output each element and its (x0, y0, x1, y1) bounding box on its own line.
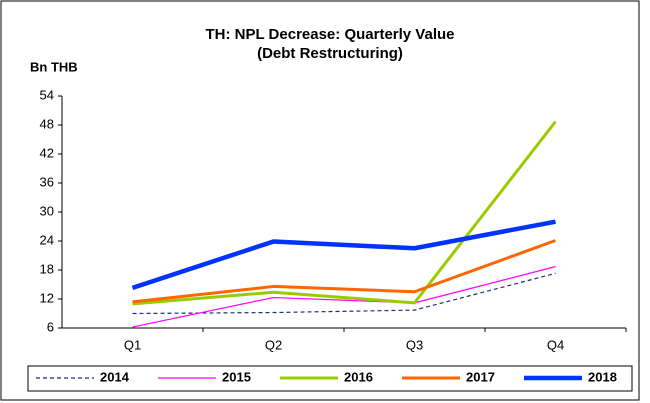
y-tick-label: 30 (40, 203, 54, 218)
x-tick-label: Q3 (406, 337, 423, 352)
series-line (132, 120, 557, 306)
y-tick-label: 6 (47, 319, 54, 334)
y-axis-label: Bn THB (30, 59, 78, 74)
chart-frame (0, 0, 640, 401)
y-tick-label: 54 (40, 87, 54, 102)
series-line (132, 272, 556, 315)
legend-label: 2017 (466, 369, 495, 384)
series-line (132, 239, 557, 304)
legend-label: 2015 (222, 369, 251, 384)
y-tick-label: 24 (40, 232, 54, 247)
x-tick-label: Q1 (124, 337, 141, 352)
x-tick-label: Q2 (265, 337, 282, 352)
y-tick-label: 18 (40, 261, 54, 276)
y-tick-label: 12 (40, 290, 54, 305)
series-line (132, 266, 556, 328)
chart-title: TH: NPL Decrease: Quarterly Value (206, 26, 455, 43)
y-tick-label: 48 (40, 116, 54, 131)
series-line (131, 219, 556, 291)
legend-label: 2016 (344, 369, 373, 384)
y-tick-label: 36 (40, 174, 54, 189)
legend-label: 2018 (588, 369, 617, 384)
y-tick-label: 42 (40, 145, 54, 160)
chart-subtitle: (Debt Restructuring) (257, 45, 403, 62)
x-tick-label: Q4 (547, 337, 564, 352)
legend-label: 2014 (100, 369, 130, 384)
legend-box (27, 365, 633, 392)
